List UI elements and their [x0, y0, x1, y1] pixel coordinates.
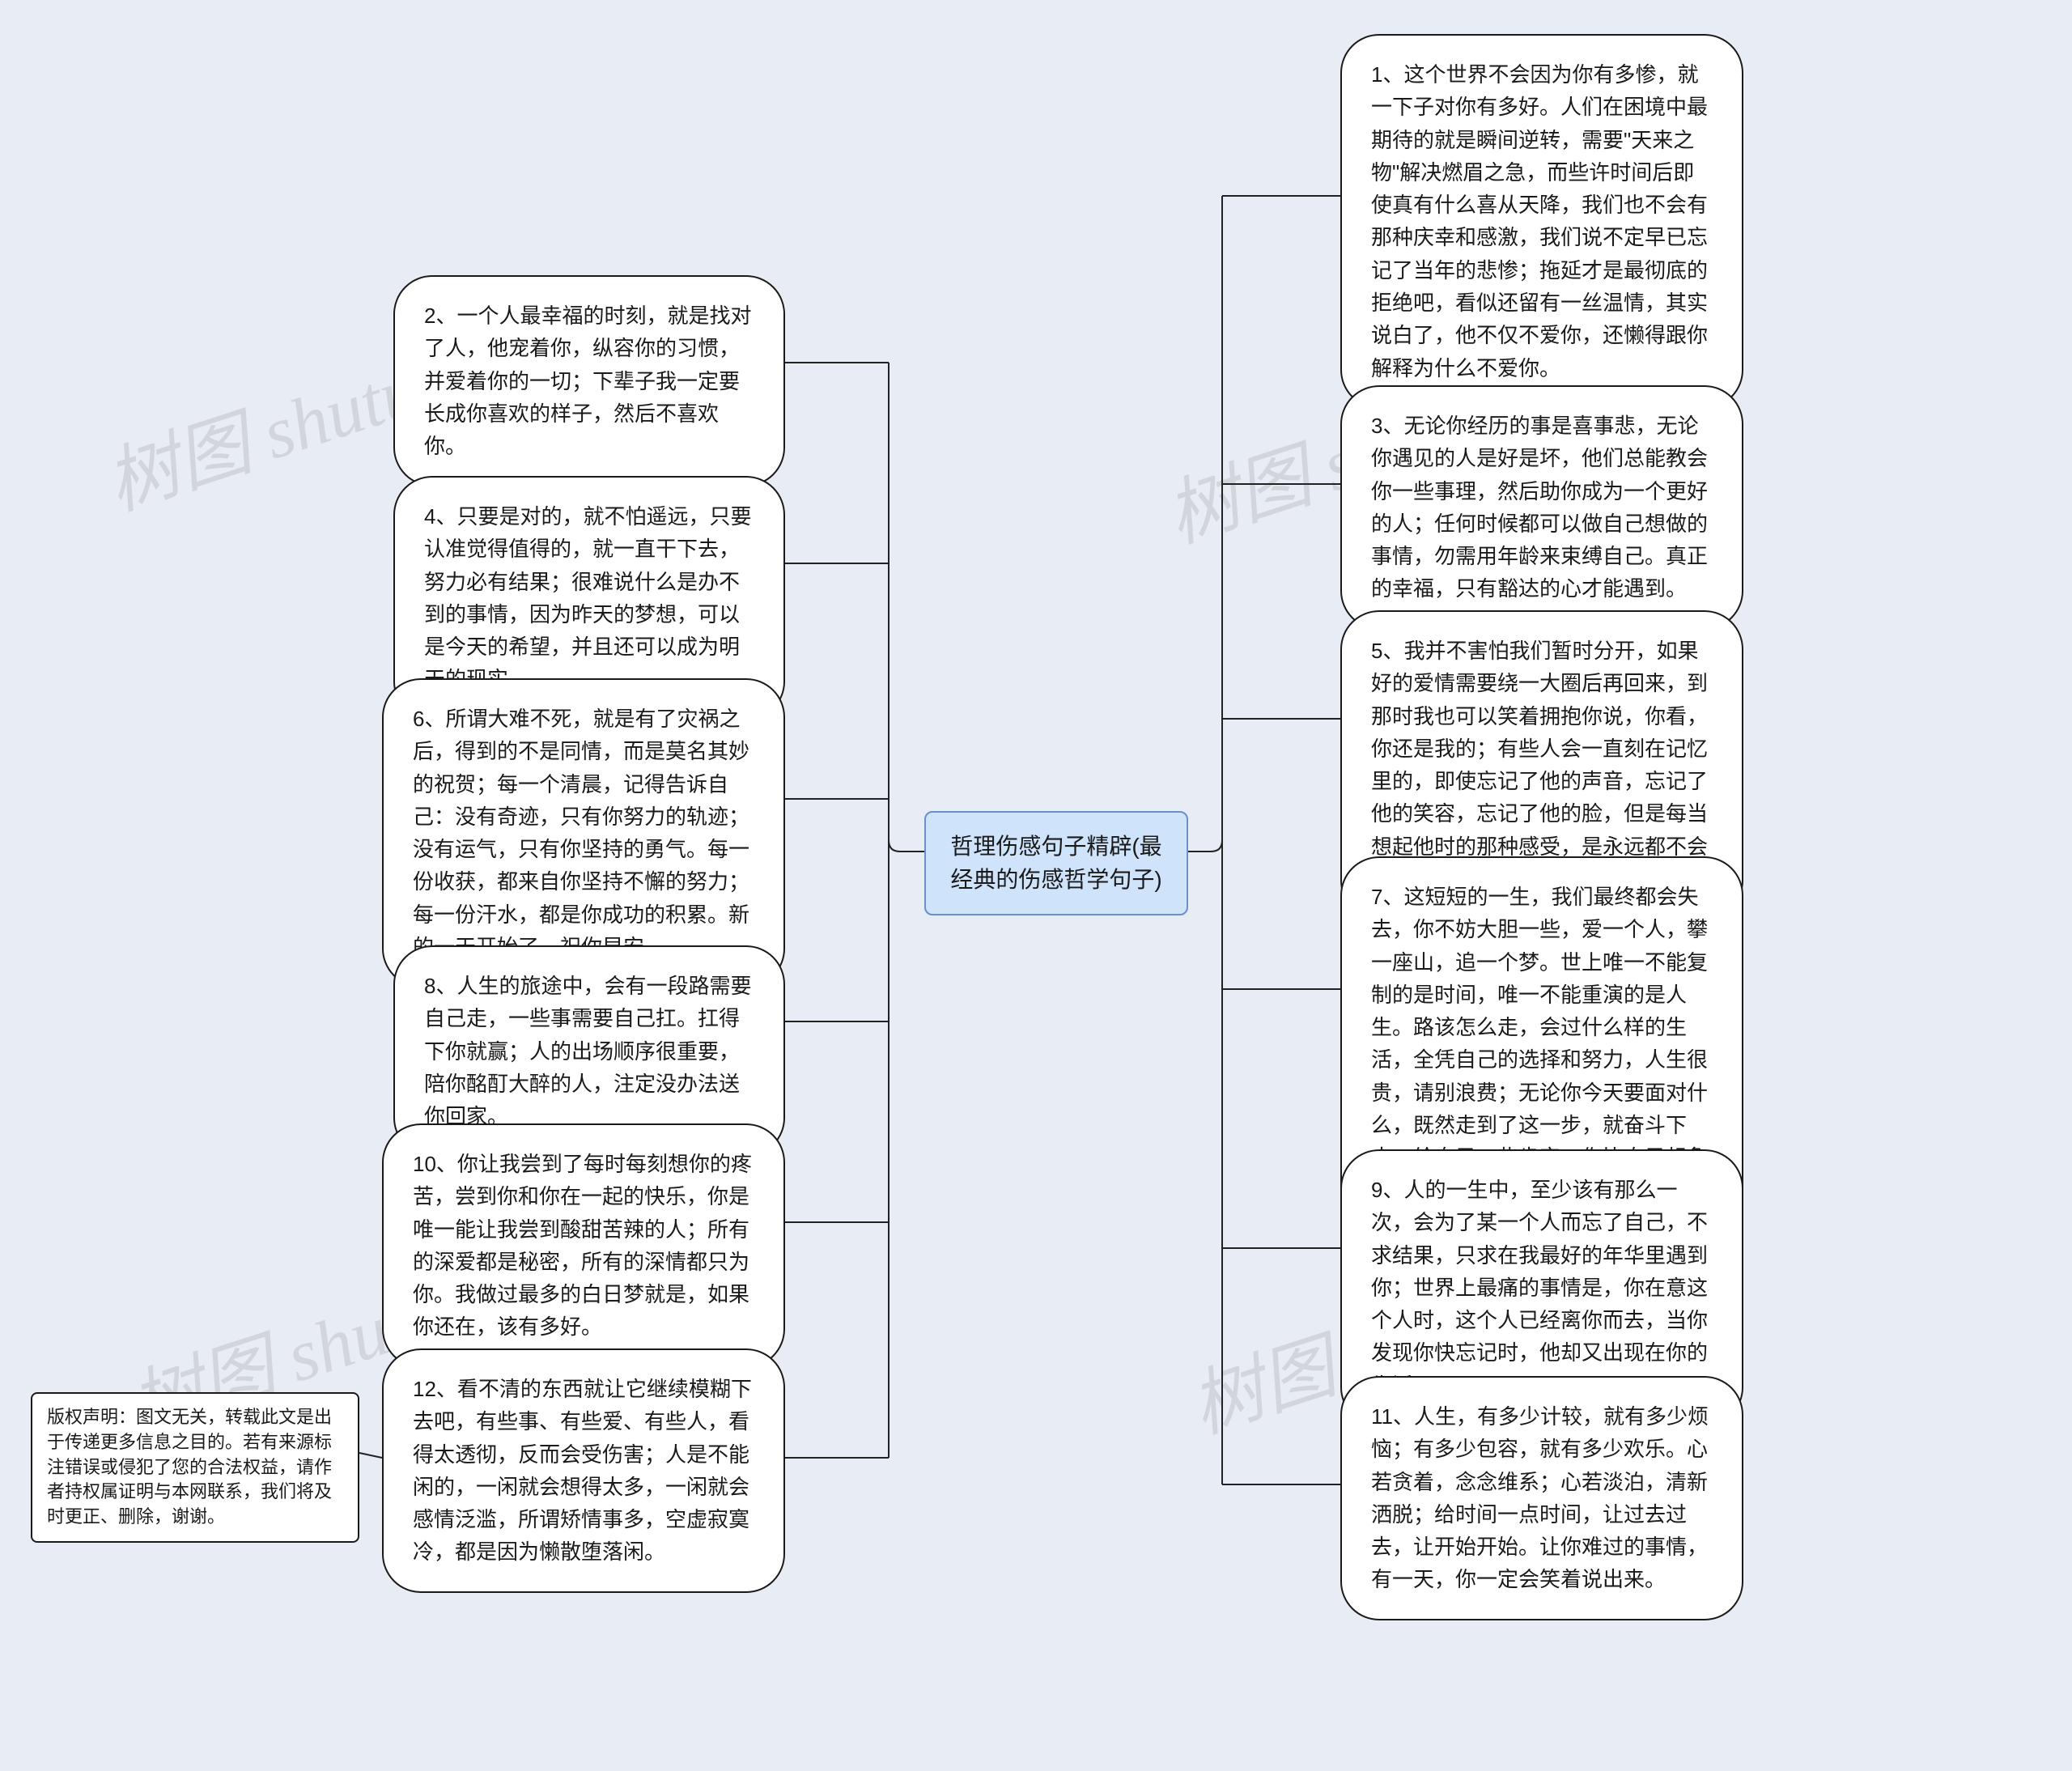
center-node: 哲理伤感句子精辟(最经典的伤感哲学句子) — [924, 811, 1188, 915]
left-node: 10、你让我尝到了每时每刻想你的疼苦，尝到你和你在一起的快乐，你是唯一能让我尝到… — [382, 1123, 785, 1368]
right-node: 1、这个世界不会因为你有多惨，就一下子对你有多好。人们在困境中最期待的就是瞬间逆… — [1340, 34, 1743, 409]
left-node: 12、看不清的东西就让它继续模糊下去吧，有些事、有些爱、有些人，看得太透彻，反而… — [382, 1348, 785, 1593]
copyright-footnote: 版权声明：图文无关，转载此文是出于传递更多信息之目的。若有来源标注错误或侵犯了您… — [31, 1392, 359, 1543]
right-node: 11、人生，有多少计较，就有多少烦恼；有多少包容，就有多少欢乐。心若贪着，念念维… — [1340, 1376, 1743, 1620]
left-node: 2、一个人最幸福的时刻，就是找对了人，他宠着你，纵容你的习惯，并爱着你的一切；下… — [393, 275, 785, 486]
left-node: 6、所谓大难不死，就是有了灾祸之后，得到的不是同情，而是莫名其妙的祝贺；每一个清… — [382, 678, 785, 987]
right-node: 3、无论你经历的事是喜事悲，无论你遇见的人是好是坏，他们总能教会你一些事理，然后… — [1340, 385, 1743, 630]
